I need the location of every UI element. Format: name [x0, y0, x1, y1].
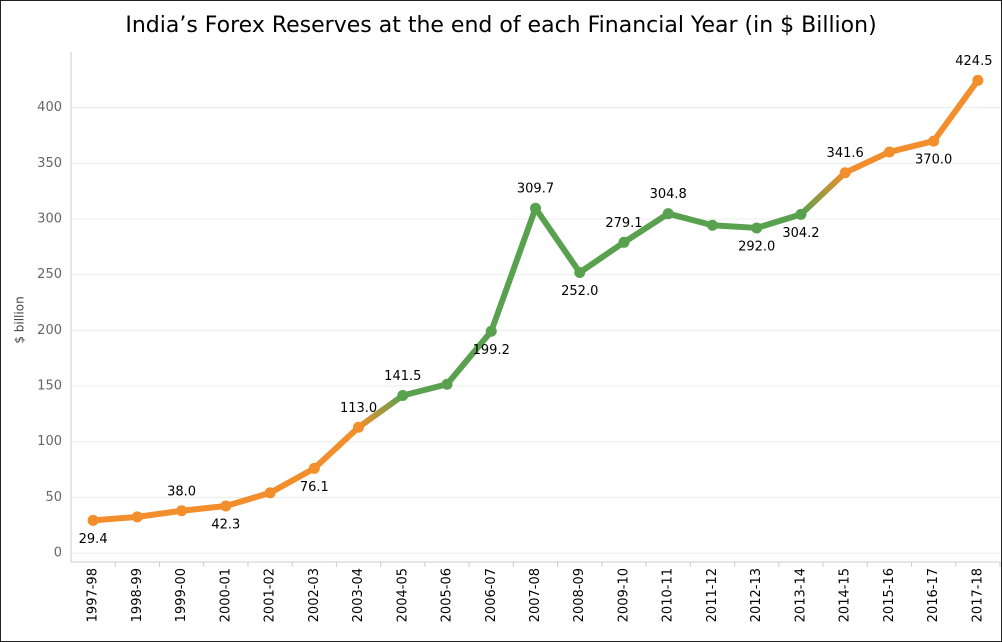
- x-tick-label: 2010-11: [661, 568, 676, 622]
- data-label: 76.1: [300, 480, 329, 495]
- x-tick-label: 1998-99: [130, 568, 145, 622]
- line-segment: [355, 392, 406, 431]
- x-tick-label: 2008-09: [572, 568, 587, 622]
- point: [751, 222, 763, 234]
- x-tick-label: 2000-01: [218, 568, 233, 622]
- line-segment: [709, 222, 760, 231]
- data-label: 199.2: [473, 343, 510, 358]
- data-label: 292.0: [738, 239, 775, 254]
- data-label: 42.3: [211, 517, 240, 532]
- point: [87, 514, 99, 526]
- point: [928, 135, 940, 147]
- x-tick-label: 1999-00: [174, 568, 189, 622]
- x-tick-label: 2001-02: [263, 568, 278, 622]
- line-segment: [753, 211, 804, 231]
- data-label: 252.0: [561, 284, 598, 299]
- point: [176, 505, 188, 517]
- x-tick-label: 2007-08: [528, 568, 543, 622]
- data-label: 309.7: [517, 182, 554, 197]
- x-tick-label: 2009-10: [616, 568, 631, 622]
- line-segment: [134, 507, 185, 520]
- line-segment: [311, 424, 362, 472]
- data-label: 279.1: [605, 216, 642, 231]
- line-segment: [620, 210, 672, 246]
- point: [839, 167, 851, 179]
- x-tick-label: 2003-04: [351, 568, 366, 622]
- x-tick-label: 2017-18: [970, 568, 985, 622]
- point: [618, 236, 630, 248]
- data-label: 424.5: [955, 54, 992, 69]
- y-tick-label: 50: [45, 490, 62, 505]
- point: [706, 219, 718, 231]
- line-segment: [399, 381, 451, 399]
- y-tick-label: 300: [37, 212, 62, 227]
- point: [574, 266, 586, 278]
- point: [441, 378, 453, 390]
- line-segment: [576, 239, 627, 276]
- point: [530, 202, 541, 214]
- point: [662, 208, 674, 220]
- x-tick-label: 2014-15: [838, 568, 853, 622]
- data-label: 304.2: [782, 226, 819, 241]
- y-tick-label: 100: [37, 434, 62, 449]
- line-segment: [797, 169, 849, 218]
- point: [308, 462, 320, 474]
- point: [485, 325, 497, 337]
- point: [131, 511, 143, 523]
- line-segment: [665, 210, 716, 229]
- point: [883, 146, 895, 158]
- data-label: 341.6: [827, 146, 864, 161]
- x-tick-label: 2004-05: [395, 568, 410, 622]
- y-tick-label: 150: [37, 379, 62, 394]
- line-segment: [90, 513, 141, 524]
- line-segment: [178, 502, 229, 514]
- x-tick-label: 2013-14: [793, 568, 808, 622]
- line-segment: [267, 465, 318, 496]
- y-tick-label: 200: [37, 323, 62, 338]
- line-segment: [444, 328, 495, 388]
- line-segment: [930, 77, 981, 145]
- point: [353, 421, 365, 433]
- x-tick-label: 2005-06: [440, 568, 455, 622]
- data-label: 113.0: [340, 401, 377, 416]
- line-segment: [532, 205, 583, 276]
- data-label: 141.5: [384, 369, 421, 384]
- y-tick-label: 250: [37, 267, 62, 282]
- point: [795, 208, 807, 220]
- point: [972, 74, 984, 86]
- point: [264, 487, 276, 499]
- x-tick-label: 2002-03: [307, 568, 322, 622]
- x-tick-label: 2015-16: [882, 568, 897, 622]
- point: [397, 390, 409, 402]
- line-segment: [842, 148, 893, 176]
- line-segment: [222, 489, 274, 509]
- x-tick-label: 2012-13: [749, 568, 764, 622]
- x-tick-label: 2006-07: [484, 568, 499, 622]
- point: [220, 500, 232, 512]
- data-label: 370.0: [915, 153, 952, 168]
- x-tick-label: 1997-98: [86, 568, 101, 622]
- y-tick-label: 350: [37, 156, 62, 171]
- data-label: 29.4: [79, 532, 108, 547]
- x-tick-label: 2011-12: [705, 568, 720, 622]
- data-label: 304.8: [650, 187, 687, 202]
- y-tick-label: 0: [54, 546, 62, 561]
- chart-title: India’s Forex Reserves at the end of eac…: [125, 13, 876, 38]
- y-axis-label: $ billion: [13, 296, 27, 343]
- x-tick-label: 2016-17: [926, 568, 941, 622]
- data-label: 38.0: [167, 484, 196, 499]
- line-segment: [886, 138, 937, 155]
- line-segment: [488, 205, 539, 335]
- y-tick-label: 400: [37, 100, 62, 115]
